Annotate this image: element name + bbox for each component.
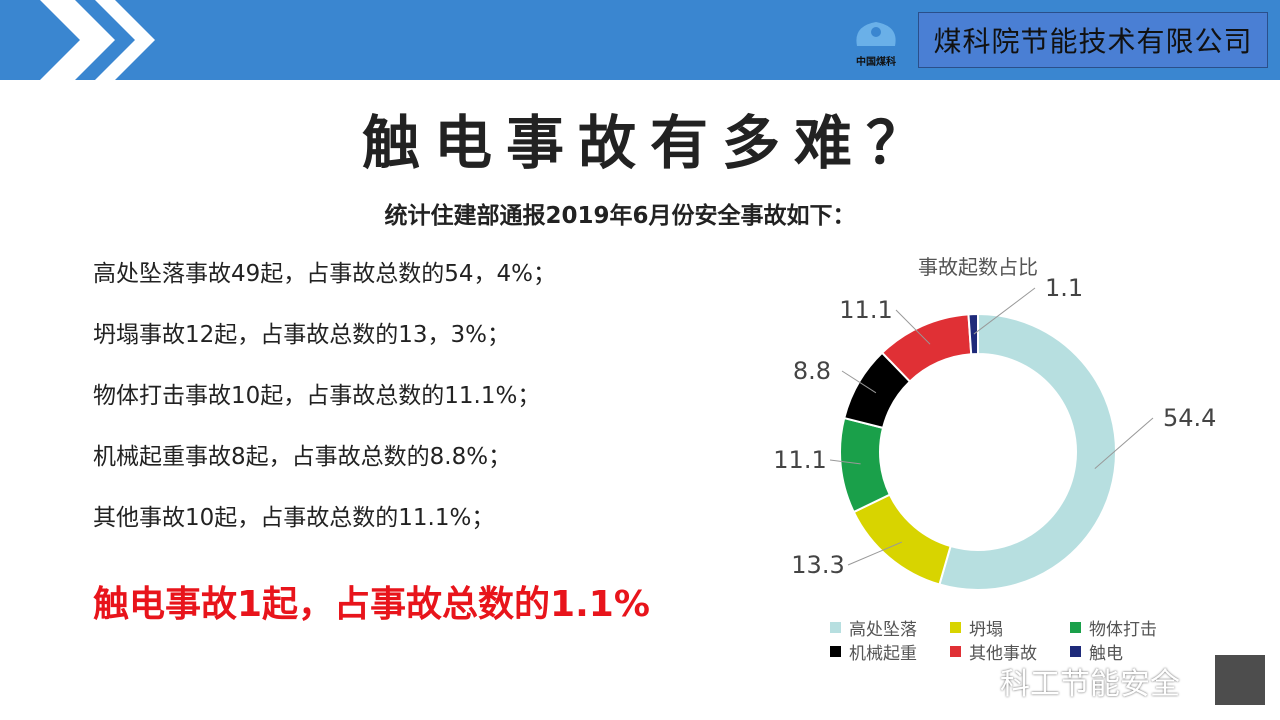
logo-icon: [856, 22, 896, 46]
logo: 中国煤科: [845, 16, 907, 68]
corner-block: [1215, 655, 1265, 705]
subtitle: 统计住建部通报2019年6月份安全事故如下：: [384, 203, 856, 229]
watermark: 科工节能安全: [1000, 667, 1180, 702]
chart-title: 事故起数占比: [918, 255, 1038, 279]
highlight-text: 触电事故1起，占事故总数的1.1%: [93, 584, 650, 625]
stat-line: 机械起重事故8起，占事故总数的8.8%；: [93, 444, 512, 470]
legend-item: 高处坠落: [830, 615, 917, 640]
legend-item: 坍塌: [950, 615, 1003, 640]
legend-item: 机械起重: [830, 639, 917, 664]
legend-swatch: [1070, 622, 1081, 633]
donut-slice-1: [852, 493, 952, 586]
stat-line: 高处坠落事故49起，占事故总数的54，4%；: [93, 261, 557, 287]
data-label: 54.4: [1163, 404, 1216, 432]
data-label: 13.3: [791, 551, 844, 579]
legend-swatch: [1070, 646, 1081, 657]
legend-item: 其他事故: [950, 639, 1037, 664]
legend-label: 高处坠落: [849, 620, 917, 640]
leader-line: [841, 370, 877, 394]
legend-label: 坍塌: [969, 620, 1003, 640]
page-title: 触电事故有多难？: [361, 109, 938, 177]
legend-swatch: [950, 622, 961, 633]
legend-swatch: [830, 646, 841, 657]
header-bar: 中国煤科 煤科院节能技术有限公司: [0, 0, 1280, 80]
legend-label: 其他事故: [969, 644, 1037, 664]
leader-line: [1094, 417, 1154, 470]
company-name: 煤科院节能技术有限公司: [918, 12, 1268, 68]
legend-label: 机械起重: [849, 644, 917, 664]
stats-list: 高处坠落事故49起，占事故总数的54，4%； 坍塌事故12起，占事故总数的13，…: [93, 254, 556, 559]
data-label: 8.8: [793, 357, 831, 385]
legend-label: 物体打击: [1089, 620, 1157, 640]
legend-item: 物体打击: [1070, 615, 1157, 640]
legend-swatch: [950, 646, 961, 657]
legend-item: 触电: [1070, 639, 1123, 664]
leader-line: [847, 541, 902, 566]
donut-slice-5: [967, 312, 979, 356]
data-label: 1.1: [1045, 274, 1083, 302]
chevron-icon: [40, 0, 155, 80]
logo-text: 中国煤科: [856, 57, 896, 68]
stat-line: 物体打击事故10起，占事故总数的11.1%；: [93, 383, 541, 409]
stat-line: 坍塌事故12起，占事故总数的13，3%；: [93, 322, 511, 348]
donut-slice-0: [938, 312, 1117, 591]
donut-slice-2: [839, 416, 892, 514]
data-label: 11.1: [773, 446, 826, 474]
legend-swatch: [830, 622, 841, 633]
stat-line: 其他事故10起，占事故总数的11.1%；: [93, 505, 495, 531]
legend-label: 触电: [1089, 644, 1123, 664]
leader-line: [973, 287, 1036, 335]
leader-line: [895, 309, 931, 345]
data-label: 11.1: [839, 296, 892, 324]
leader-line: [829, 459, 861, 465]
